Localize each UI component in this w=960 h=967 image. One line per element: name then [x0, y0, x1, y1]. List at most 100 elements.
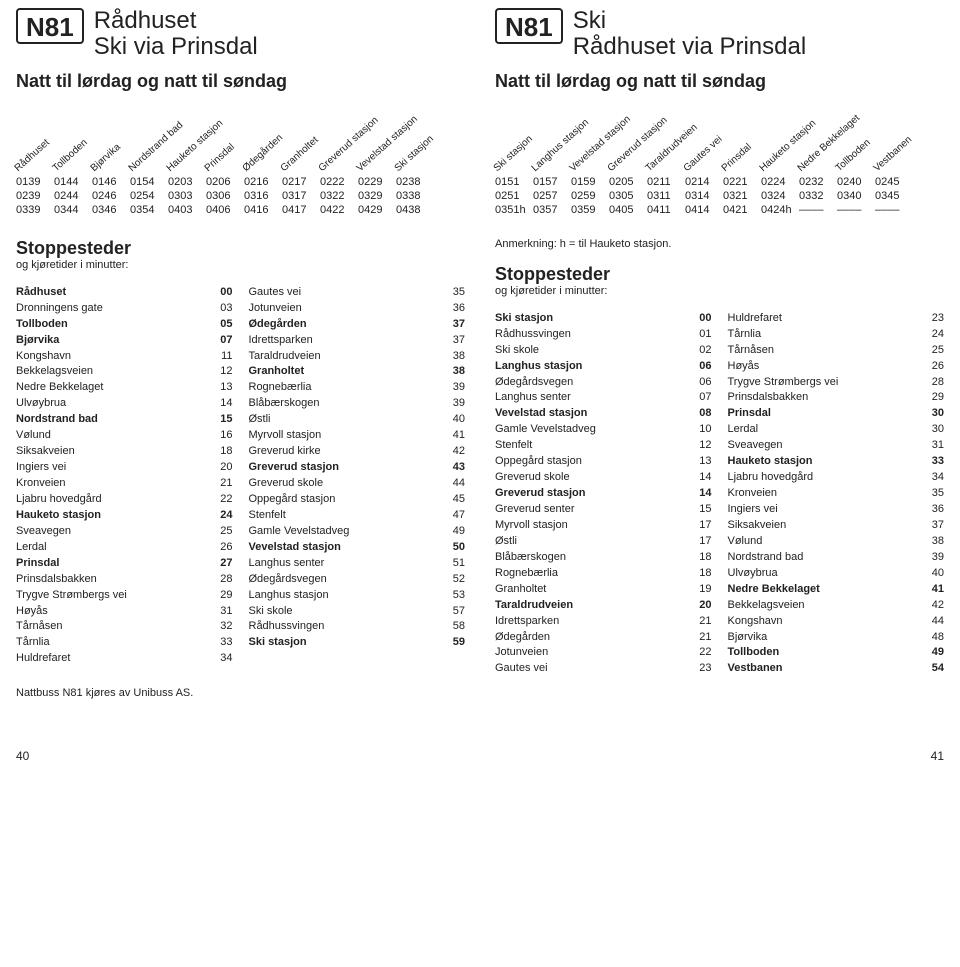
stop-row: Kronveien35: [728, 486, 945, 502]
stop-row: Bekkelagsveien 42: [728, 598, 945, 614]
stop-minutes: 59: [437, 635, 465, 651]
stop-row: Hauketo stasjon33: [728, 454, 945, 470]
tt-cell: 0206: [206, 176, 244, 188]
tt-cell: ––––: [837, 204, 875, 216]
stop-name: Jotunveien: [495, 645, 548, 661]
left-header: N81 Rådhuset Ski via Prinsdal: [16, 8, 465, 61]
tt-cell: 0257: [533, 190, 571, 202]
stop-minutes: 34: [916, 470, 944, 486]
stop-name: Langhus senter: [495, 390, 571, 406]
stop-minutes: 40: [437, 412, 465, 428]
right-timetable: Ski stasjonLanghus stasjonVevelstad stas…: [495, 116, 944, 216]
stop-minutes: 42: [437, 444, 465, 460]
stop-minutes: 15: [684, 502, 712, 518]
stop-name: Vevelstad stasjon: [249, 540, 341, 556]
stop-row: Ski stasjon00: [495, 311, 712, 327]
tt-cell: 0324: [761, 190, 799, 202]
stop-row: Prinsdalsbakken29: [728, 390, 945, 406]
stop-row: Gamle Vevelstadveg49: [249, 524, 466, 540]
stop-name: Gamle Vevelstadveg: [249, 524, 350, 540]
stop-minutes: 00: [205, 285, 233, 301]
tt-cell: 0151: [495, 176, 533, 188]
tt-header: Tollboden: [834, 137, 873, 174]
stop-row: Langhus stasjon06: [495, 359, 712, 375]
tt-cell: 0306: [206, 190, 244, 202]
stop-row: Blåbærskogen18: [495, 550, 712, 566]
stop-row: Greverud skole 44: [249, 476, 466, 492]
left-panel: N81 Rådhuset Ski via Prinsdal Natt til l…: [16, 8, 465, 699]
tt-header: Ski stasjon: [492, 133, 535, 174]
stop-name: Ødegårdsvegen: [249, 572, 327, 588]
stop-name: Høyås: [16, 604, 48, 620]
stop-minutes: 23: [916, 311, 944, 327]
stop-name: Prinsdalsbakken: [16, 572, 97, 588]
stop-minutes: 11: [205, 349, 233, 365]
stop-minutes: 22: [684, 645, 712, 661]
stop-minutes: 30: [916, 422, 944, 438]
stop-name: Ingiers vei: [728, 502, 778, 518]
stop-name: Taraldrudveien: [495, 598, 573, 614]
stop-minutes: 17: [684, 518, 712, 534]
stop-name: Vølund: [16, 428, 51, 444]
tt-row: 0239024402460254030303060316031703220329…: [16, 190, 465, 202]
stop-name: Greverud skole: [249, 476, 324, 492]
stop-name: Bjørvika: [16, 333, 59, 349]
operator-note: Nattbuss N81 kjøres av Unibuss AS.: [16, 687, 465, 699]
stop-row: Lerdal30: [728, 422, 945, 438]
tt-cell: 0303: [168, 190, 206, 202]
tt-cell: 0416: [244, 204, 282, 216]
stop-minutes: 38: [437, 349, 465, 365]
tt-header: Ødegården: [241, 132, 286, 174]
stop-row: Greverud kirke 42: [249, 444, 466, 460]
stop-row: Prinsdalsbakken28: [16, 572, 233, 588]
stop-name: Bekkelagsveien: [728, 598, 805, 614]
stop-minutes: 07: [684, 390, 712, 406]
stop-name: Greverud senter: [495, 502, 574, 518]
stop-minutes: 44: [437, 476, 465, 492]
stop-minutes: 03: [205, 301, 233, 317]
tt-cell: 0205: [609, 176, 647, 188]
stop-minutes: 07: [205, 333, 233, 349]
stop-name: Tårnåsen: [16, 619, 62, 635]
tt-header: Vestbanen: [872, 134, 914, 174]
stop-minutes: 42: [916, 598, 944, 614]
stop-row: Bjørvika48: [728, 630, 945, 646]
stop-row: Tårnlia33: [16, 635, 233, 651]
stop-name: Østli: [495, 534, 517, 550]
tt-cell: 0351h: [495, 204, 533, 216]
stop-name: Oppegård stasjon: [249, 492, 336, 508]
tt-cell: 0144: [54, 176, 92, 188]
tt-cell: 0405: [609, 204, 647, 216]
stop-name: Ødegården: [249, 317, 307, 333]
stop-name: Kronveien: [16, 476, 66, 492]
stop-row: Oppegård stasjon45: [249, 492, 466, 508]
tt-cell: 0305: [609, 190, 647, 202]
stop-minutes: 38: [437, 364, 465, 380]
page-number-right: 41: [931, 749, 944, 763]
tt-cell: 0359: [571, 204, 609, 216]
stop-row: Ulvøybrua14: [16, 396, 233, 412]
stop-name: Tårnlia: [728, 327, 762, 343]
stop-minutes: 52: [437, 572, 465, 588]
stop-row: Sveavegen31: [728, 438, 945, 454]
stop-minutes: 21: [684, 630, 712, 646]
stop-name: Greverud kirke: [249, 444, 321, 460]
stop-minutes: 21: [684, 614, 712, 630]
stop-row: Granholtet38: [249, 364, 466, 380]
stop-row: Greverud skole14: [495, 470, 712, 486]
stop-name: Ljabru hovedgård: [728, 470, 814, 486]
tt-cell: 0244: [54, 190, 92, 202]
tt-cell: 0245: [875, 176, 913, 188]
stop-name: Oppegård stasjon: [495, 454, 582, 470]
left-title2: Ski via Prinsdal: [94, 34, 258, 60]
stop-name: Siksakveien: [728, 518, 787, 534]
stop-minutes: 54: [916, 661, 944, 677]
stop-name: Østli: [249, 412, 271, 428]
stop-row: Kongshavn11: [16, 349, 233, 365]
stop-minutes: 47: [437, 508, 465, 524]
stop-name: Vølund: [728, 534, 763, 550]
stop-row: Ødegården21: [495, 630, 712, 646]
stop-minutes: 14: [684, 486, 712, 502]
stop-minutes: 57: [437, 604, 465, 620]
stop-minutes: 25: [916, 343, 944, 359]
